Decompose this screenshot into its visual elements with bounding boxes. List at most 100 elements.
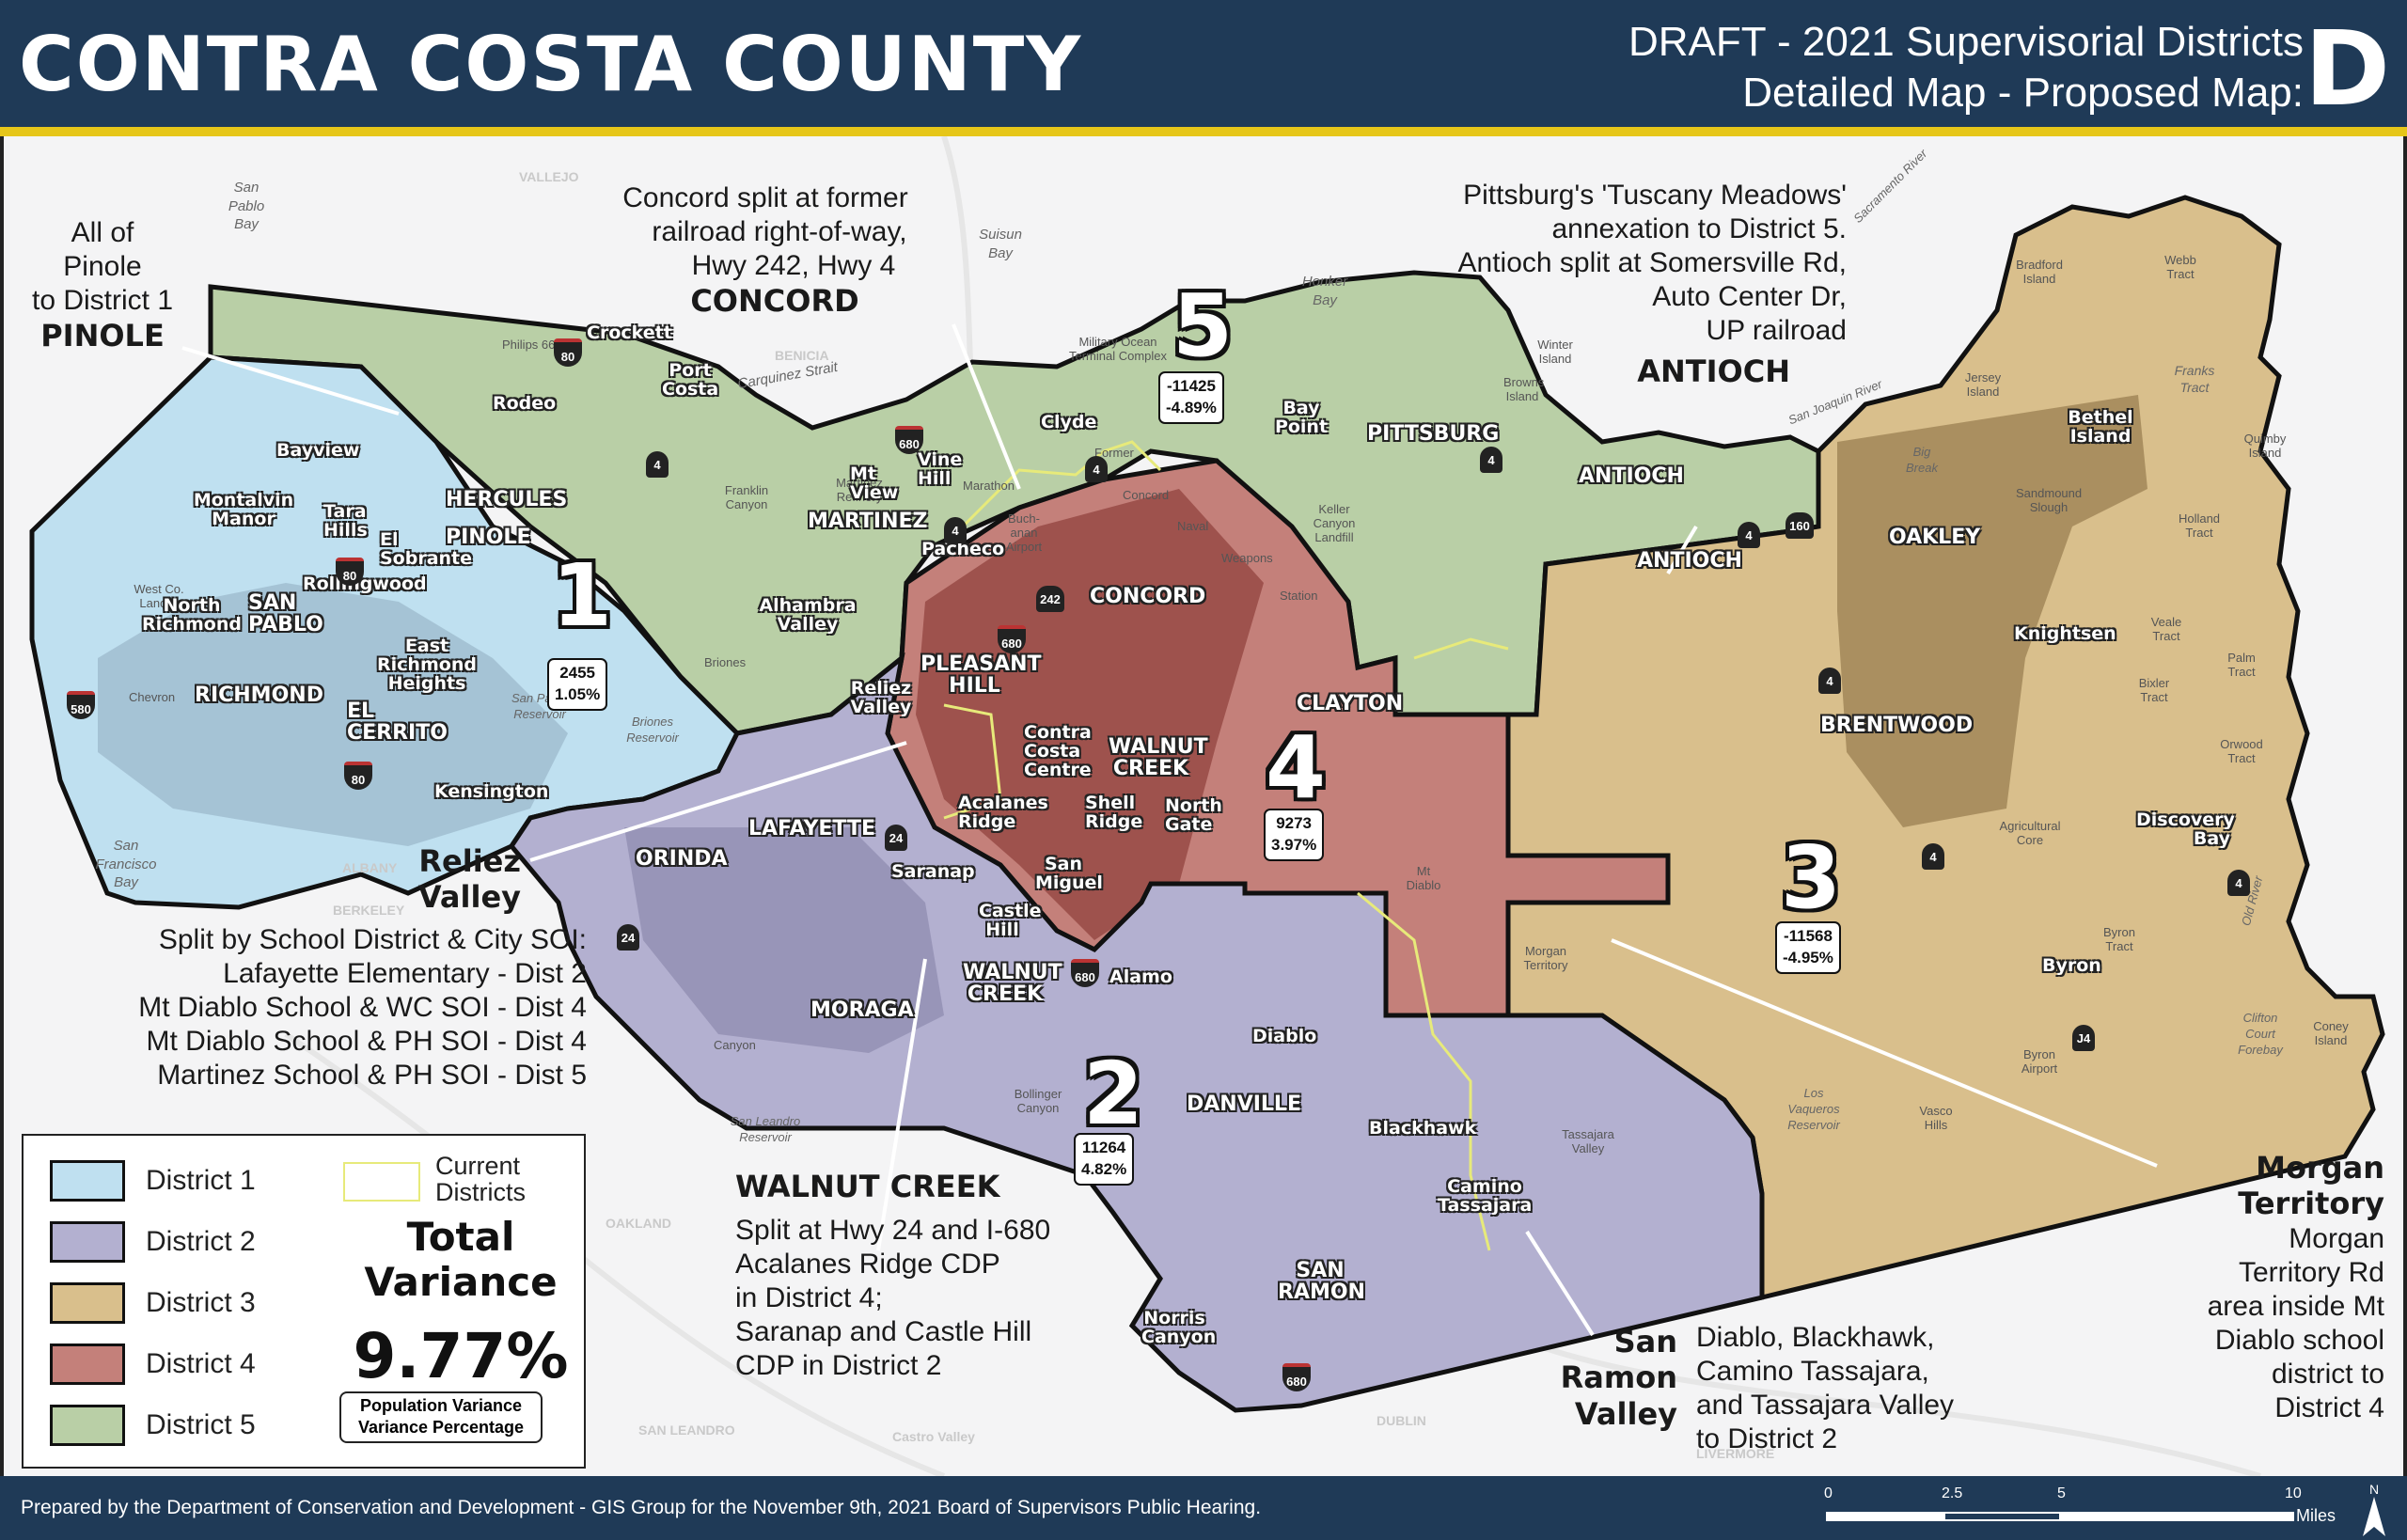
label-bollinger-canyon: Bollinger Canyon [1014, 1087, 1062, 1115]
place-concord: CONCORD [1090, 585, 1206, 608]
label-veale-tract: Veale Tract [2150, 615, 2182, 643]
north-arrow-icon [2363, 1497, 2385, 1536]
label-sandmound-slough: Sandmound Slough [2016, 486, 2083, 514]
label-marathon: Marathon [963, 479, 1015, 493]
water-clifton-court-forebay: Clifton Court Forebay [2238, 1011, 2283, 1057]
place-alamo: Alamo [1109, 966, 1172, 987]
legend-swatch-district-4 [50, 1344, 125, 1385]
ghost-label-dublin: DUBLIN [1377, 1413, 1426, 1428]
annotation-heading: CONCORD [690, 283, 859, 319]
annotation-text: railroad right-of-way, [652, 216, 907, 247]
annotation-heading: Valley [417, 879, 521, 916]
scale-bar: 0 2.5 5 10 Miles [1815, 1484, 2336, 1531]
map-subtitle-line2: Detailed Map - Proposed Map: [1742, 70, 2304, 116]
label-weapons: Weapons [1221, 551, 1273, 565]
legend-item-district-5: District 5 [50, 1405, 256, 1446]
place-mt-view: Mt View [850, 464, 899, 503]
place-rollingwood: Rollingwood [303, 574, 427, 594]
place-blackhawk: Blackhawk [1369, 1118, 1477, 1139]
label-agricultural-core: Agricultural Core [1999, 819, 2061, 847]
annotation-text: CDP in District 2 [735, 1350, 942, 1382]
annotation-text: Pittsburg's 'Tuscany Meadows' [1463, 180, 1847, 211]
place-antioch-south: ANTIOCH [1637, 549, 1742, 573]
annotation-text: Camino Tassajara, [1696, 1356, 1929, 1387]
label-chevron: Chevron [129, 690, 176, 704]
place-el-cerrito: EL CERRITO [347, 699, 448, 746]
legend-item-district-2: District 2 [50, 1221, 256, 1263]
label-briones: Briones [704, 655, 747, 669]
annotation-heading: Morgan [2256, 1150, 2384, 1186]
label-byron-tract: Byron Tract [2103, 925, 2135, 953]
interstate-80-shield: 80 [344, 762, 372, 790]
water-suisun-bay: Suisun Bay [979, 227, 1022, 261]
state-route-24-shield: 24 [617, 924, 639, 951]
annotation-pinole: All of Pinole to District 1 PINOLE [13, 216, 192, 354]
label-palm-tract: Palm Tract [2227, 651, 2256, 679]
scale-segment [2061, 1512, 2294, 1521]
annotation-concord: Concord split at former railroad right-o… [587, 181, 944, 319]
district-polygons [29, 136, 2385, 1476]
ghost-label-benicia: BENICIA [775, 348, 829, 363]
map-legend: District 1 District 2 District 3 Distric… [22, 1134, 586, 1469]
district-1-variance-box: 2455 1.05% [547, 658, 608, 711]
interstate-80-shield: 80 [554, 338, 582, 367]
legend-label: District 4 [146, 1348, 256, 1379]
place-san-pablo: SAN PABLO [248, 591, 323, 637]
annotation-text: Antioch split at Somersville Rd, [1457, 247, 1848, 278]
scale-segment [1826, 1512, 1943, 1521]
ghost-label-berkeley: BERKELEY [333, 903, 405, 918]
label-coney-island: Coney Island [2313, 1019, 2349, 1047]
annotation-heading: Reliez [418, 843, 521, 879]
district-5-number: 5 [1172, 275, 1234, 376]
ghost-label-oakland: OAKLAND [606, 1216, 671, 1231]
label-keller-canyon-landfill: Keller Canyon Landfill [1313, 502, 1356, 544]
district-3-variance-percentage: -4.95% [1783, 948, 1833, 966]
legend-item-district-4: District 4 [50, 1344, 256, 1385]
annotation-text: Diablo school [2214, 1324, 2384, 1356]
place-rodeo: Rodeo [493, 393, 557, 414]
place-pleasant-hill: PLEASANT HILL [920, 652, 1042, 699]
ghost-label-vallejo: VALLEJO [519, 169, 579, 184]
district-map[interactable]: VALLEJO BENICIA ALBANY BERKELEY OAKLAND … [0, 136, 2407, 1476]
place-contra-costa-centre: Contra Costa Centre [1024, 722, 1092, 780]
annotation-heading: Ramon [1560, 1359, 1677, 1396]
label-canyon: Canyon [714, 1038, 756, 1052]
label-holland-tract: Holland Tract [2178, 511, 2221, 540]
north-label: N [2368, 1482, 2380, 1497]
place-walnut-creek-d4: WALNUT CREEK [1109, 735, 1208, 781]
ghost-label-albany: ALBANY [342, 860, 398, 875]
ghost-label-san-leandro: SAN LEANDRO [638, 1422, 735, 1438]
label-vasco-hills: Vasco Hills [1919, 1104, 1953, 1132]
legend-item-district-1: District 1 [50, 1160, 256, 1202]
place-orinda: ORINDA [636, 847, 728, 871]
state-route-4-shield: 4 [2227, 870, 2250, 896]
variance-key-line: Population Variance [359, 1396, 523, 1415]
label-naval: Naval [1177, 519, 1209, 533]
place-martinez: MARTINEZ [808, 510, 928, 533]
legend-item-district-3: District 3 [50, 1282, 256, 1324]
district-2-number: 2 [1083, 1044, 1144, 1144]
label-browns-island: Browns Island [1503, 375, 1545, 403]
interstate-580-shield: 580 [67, 691, 95, 719]
place-diablo: Diablo [1252, 1026, 1317, 1046]
annotation-text: district to [2271, 1358, 2384, 1390]
district-5-variance-box: -11425 -4.89% [1158, 371, 1224, 424]
district-5-population-variance: -11425 [1166, 377, 1216, 395]
place-clyde: Clyde [1041, 412, 1097, 432]
place-alhambra-valley: Alhambra Valley [759, 595, 857, 635]
annotation-antioch: Pittsburg's 'Tuscany Meadows' annexation… [1358, 179, 1848, 389]
place-hercules: HERCULES [446, 488, 568, 511]
variance-key-line: Variance Percentage [357, 1418, 525, 1438]
district-1-population-variance: 2455 [559, 664, 596, 682]
annotation-heading: Valley [1574, 1395, 1677, 1432]
water-franks-tract: Franks Tract [2174, 363, 2215, 396]
scale-tick: 10 [2285, 1485, 2302, 1501]
place-pittsburg: PITTSBURG [1367, 422, 1500, 446]
place-acalanes-ridge: Acalanes Ridge [958, 793, 1048, 832]
label-bixler-tract: Bixler Tract [2138, 676, 2170, 704]
state-route-4-shield: 4 [1922, 843, 1944, 870]
state-route-4-shield: 4 [1480, 447, 1502, 473]
place-oakley: OAKLEY [1889, 526, 1981, 549]
state-route-4-shield: 4 [944, 517, 967, 543]
place-camino-tassajara: Camino Tassajara [1438, 1176, 1533, 1216]
